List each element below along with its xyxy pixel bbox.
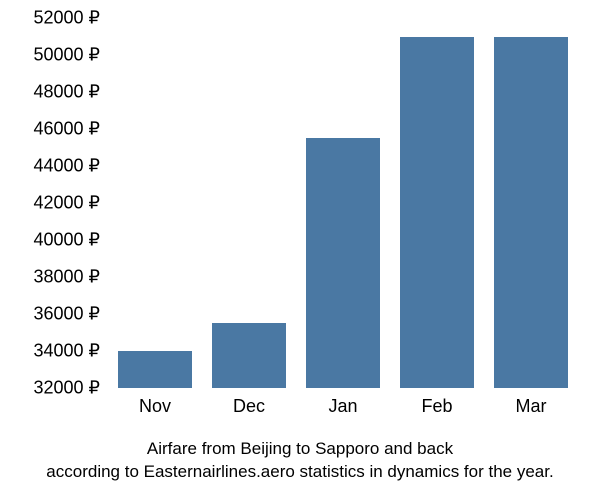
y-tick-label: 38000 ₽ <box>33 267 100 288</box>
y-tick-label: 48000 ₽ <box>33 82 100 103</box>
x-tick-label: Nov <box>139 396 171 417</box>
y-tick-label: 34000 ₽ <box>33 341 100 362</box>
y-tick-label: 36000 ₽ <box>33 304 100 325</box>
bar <box>212 323 285 388</box>
y-tick-label: 46000 ₽ <box>33 119 100 140</box>
y-tick-label: 32000 ₽ <box>33 378 100 399</box>
x-tick-label: Dec <box>233 396 265 417</box>
bar <box>494 37 567 389</box>
y-tick-label: 42000 ₽ <box>33 193 100 214</box>
caption-line: Airfare from Beijing to Sapporo and back <box>0 438 600 461</box>
y-tick-label: 44000 ₽ <box>33 156 100 177</box>
chart-caption: Airfare from Beijing to Sapporo and back… <box>0 438 600 484</box>
y-tick-label: 50000 ₽ <box>33 45 100 66</box>
bar <box>306 138 379 388</box>
bar <box>400 37 473 389</box>
y-tick-label: 40000 ₽ <box>33 230 100 251</box>
x-tick-label: Mar <box>516 396 547 417</box>
x-tick-label: Jan <box>328 396 357 417</box>
y-tick-label: 52000 ₽ <box>33 8 100 29</box>
airfare-bar-chart: 32000 ₽ 34000 ₽ 36000 ₽ 38000 ₽ 40000 ₽ 42000… <box>0 0 600 500</box>
caption-line: according to Easternairlines.aero statis… <box>0 461 600 484</box>
bar <box>118 351 191 388</box>
x-tick-label: Feb <box>421 396 452 417</box>
